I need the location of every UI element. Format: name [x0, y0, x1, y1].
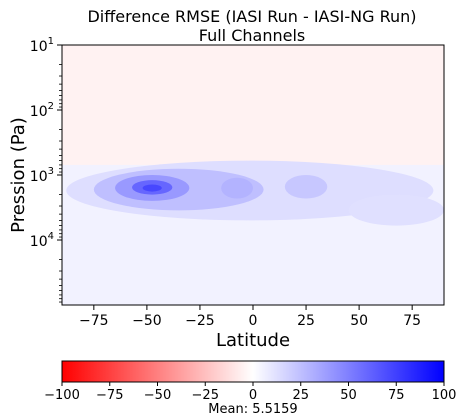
colorbar-tick-label: 0	[249, 388, 257, 403]
x-axis-label: Latitude	[216, 330, 290, 351]
x-tick-label: 25	[297, 313, 315, 329]
colorbar-tick-label: −25	[192, 388, 219, 403]
colorbar-tick-label: 50	[340, 388, 357, 403]
x-tick-label: 0	[249, 313, 258, 329]
colorbar-tick-label: −100	[44, 388, 80, 403]
colorbar-tick-label: −75	[96, 388, 123, 403]
colorbar-gradient	[61, 360, 445, 383]
heatmap-plot-area	[61, 44, 445, 306]
heatmap-region-upper-layer	[62, 45, 444, 165]
y-axis-ticks: 101 102 103 104	[30, 36, 62, 303]
y-tick-label: 102	[30, 101, 54, 120]
x-tick-label: 50	[350, 313, 368, 329]
y-tick-label: 103	[30, 166, 54, 185]
heatmap-regions	[62, 45, 444, 305]
y-tick-label: 104	[30, 231, 54, 250]
colorbar: −100 −75 −50 −25 0 25 50 75 100	[44, 360, 456, 403]
colorbar-tick-label: 25	[292, 388, 309, 403]
x-tick-label: −25	[185, 313, 215, 329]
y-tick-label: 101	[30, 36, 54, 55]
colorbar-ticks: −100 −75 −50 −25 0 25 50 75 100	[44, 382, 456, 403]
colorbar-tick-label: 100	[432, 388, 457, 403]
heatmap-region-southern-maximum-peak	[142, 184, 162, 192]
chart-subtitle: Full Channels	[199, 26, 305, 45]
x-axis-ticks: −75 −50 −25 0 25 50 75	[79, 305, 421, 329]
colorbar-tick-label: −50	[144, 388, 171, 403]
heatmap-region-equatorial-cell	[221, 177, 253, 199]
heatmap-region-northern-cell	[284, 175, 328, 199]
y-axis-label: Pression (Pa)	[8, 117, 29, 233]
colorbar-tick-label: 75	[388, 388, 405, 403]
heatmap-region-northern-tail	[348, 194, 444, 226]
mean-label: Mean: 5.5159	[208, 402, 297, 417]
x-tick-label: 75	[403, 313, 421, 329]
chart-title: Difference RMSE (IASI Run - IASI-NG Run)	[87, 7, 416, 26]
x-tick-label: −50	[132, 313, 162, 329]
x-tick-label: −75	[79, 313, 109, 329]
